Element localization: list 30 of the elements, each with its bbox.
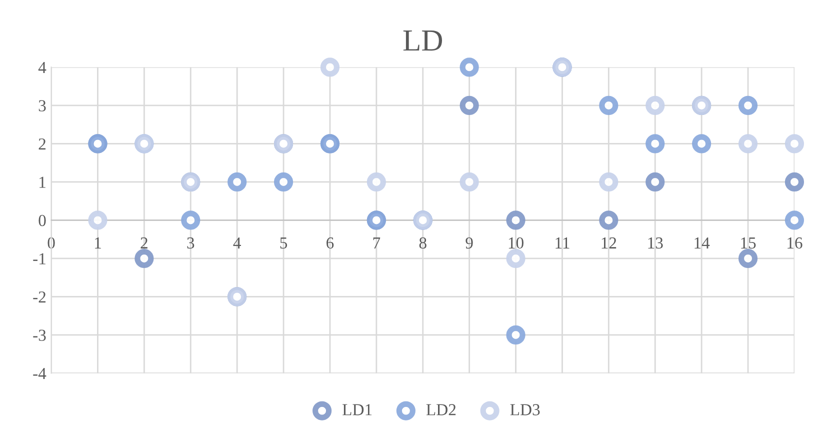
x-tick-label: 12	[602, 237, 616, 248]
legend-label: LD3	[510, 404, 540, 416]
x-tick-label: 2	[140, 237, 148, 248]
x-tick-label: 6	[326, 237, 334, 249]
x-tick-label: 3	[187, 237, 194, 249]
x-tick-label: 14	[694, 237, 710, 248]
y-tick-label: 3	[38, 100, 46, 112]
x-tick-label: 8	[419, 237, 426, 249]
x-tick-label: 9	[466, 237, 473, 249]
y-tick-label: 2	[38, 138, 46, 150]
x-tick-label: 10	[508, 237, 524, 249]
x-tick-label: 7	[373, 238, 380, 248]
x-tick-label: 4	[233, 237, 241, 248]
x-tick-label: 0	[48, 237, 55, 249]
y-tick-label: 1	[40, 176, 46, 188]
legend-label: LD1	[342, 404, 372, 416]
y-tick-label: -2	[33, 291, 46, 302]
y-tick-label: -1	[33, 253, 46, 264]
x-tick-label: 15	[741, 237, 756, 249]
x-tick-label: 5	[280, 238, 288, 249]
y-tick-label: -3	[33, 330, 46, 341]
y-tick-label: 4	[38, 62, 46, 73]
y-tick-label: 0	[38, 214, 46, 226]
x-tick-label: 16	[788, 237, 802, 249]
x-tick-label: 13	[648, 237, 663, 249]
legend-label: LD2	[426, 404, 456, 416]
y-tick-label: -4	[33, 368, 46, 379]
x-tick-label: 1	[95, 237, 101, 248]
chart-title: LD	[403, 30, 442, 51]
x-tick-label: 11	[556, 237, 570, 248]
